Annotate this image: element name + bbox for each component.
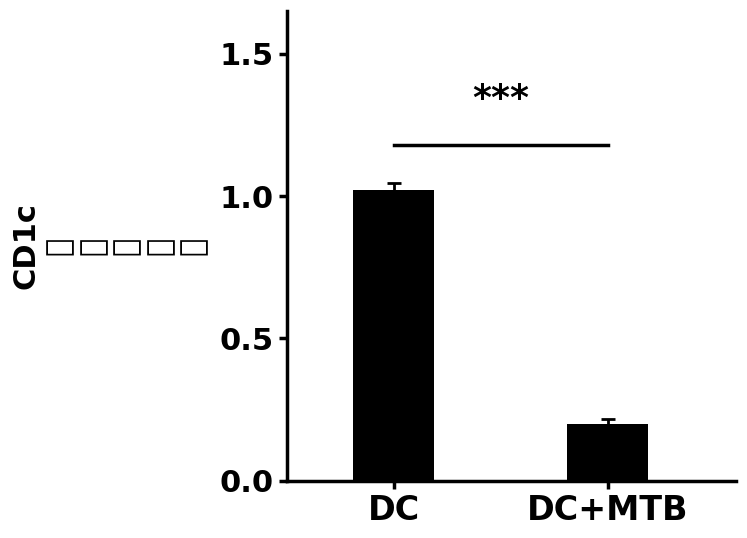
Y-axis label: CD1c
相
对
表
达
量: CD1c 相 对 表 达 量 xyxy=(11,202,208,289)
Bar xyxy=(567,424,648,480)
Bar xyxy=(353,190,434,480)
Text: ***: *** xyxy=(472,82,529,116)
